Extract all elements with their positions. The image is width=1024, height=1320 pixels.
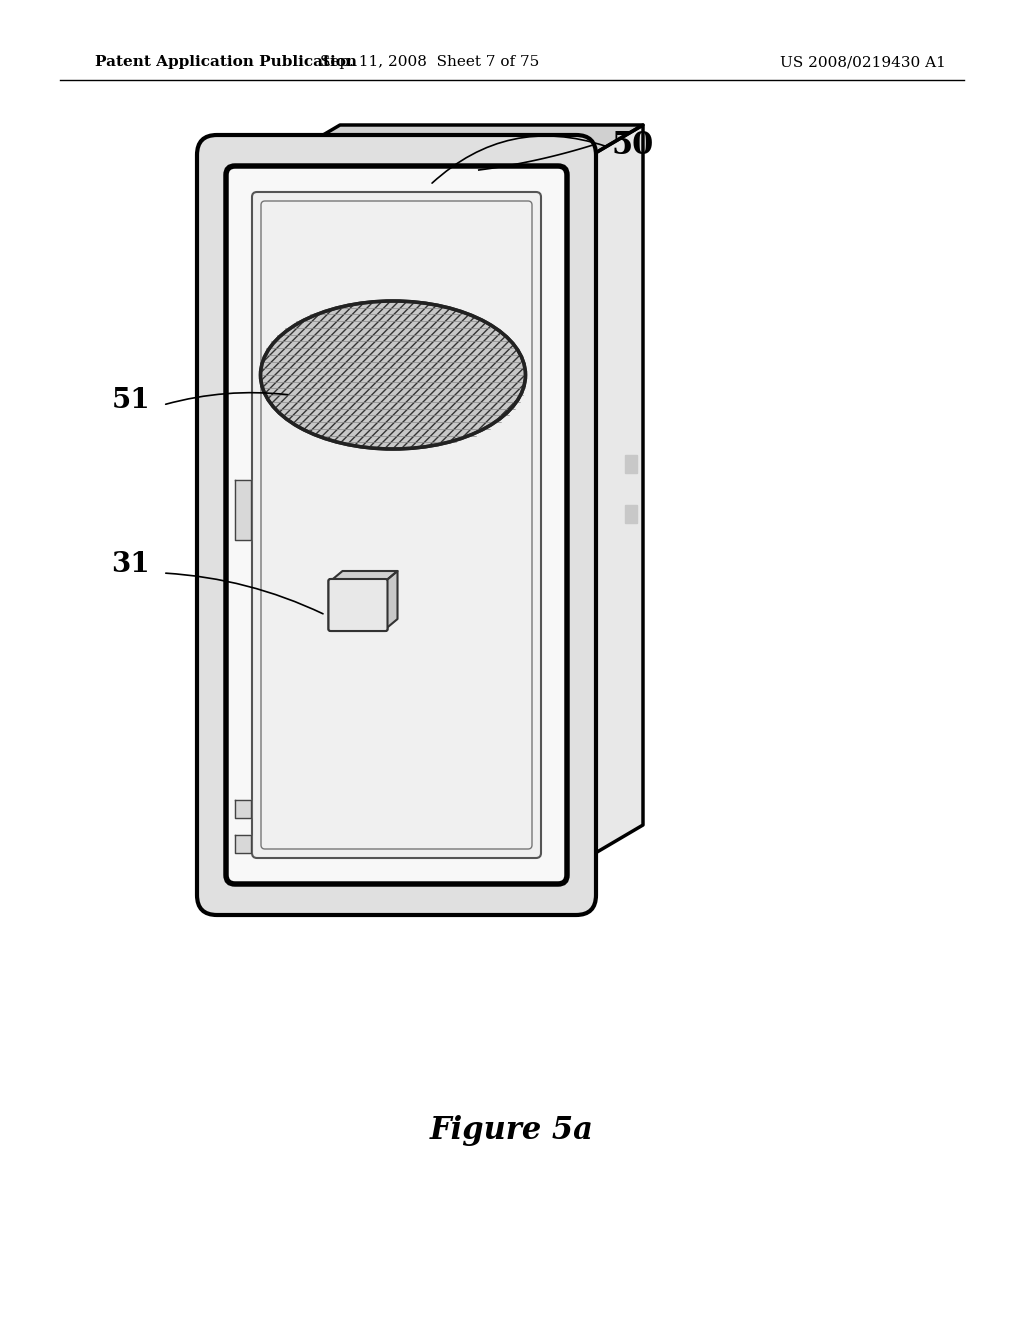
Polygon shape [625, 455, 637, 473]
FancyBboxPatch shape [329, 579, 387, 631]
Text: Figure 5a: Figure 5a [430, 1114, 594, 1146]
Polygon shape [385, 572, 397, 630]
Polygon shape [255, 125, 643, 176]
Text: 51: 51 [112, 387, 150, 413]
Polygon shape [331, 572, 397, 581]
Ellipse shape [260, 301, 525, 449]
Text: Patent Application Publication: Patent Application Publication [95, 55, 357, 69]
Polygon shape [558, 125, 643, 875]
Text: US 2008/0219430 A1: US 2008/0219430 A1 [780, 55, 946, 69]
Polygon shape [625, 506, 637, 523]
FancyBboxPatch shape [252, 191, 541, 858]
FancyBboxPatch shape [329, 579, 387, 631]
FancyBboxPatch shape [227, 168, 566, 883]
Text: 50: 50 [611, 129, 653, 161]
Polygon shape [234, 480, 251, 540]
FancyBboxPatch shape [225, 165, 568, 884]
Polygon shape [234, 836, 251, 853]
Text: Sep. 11, 2008  Sheet 7 of 75: Sep. 11, 2008 Sheet 7 of 75 [321, 55, 540, 69]
Polygon shape [234, 800, 251, 818]
FancyBboxPatch shape [197, 135, 596, 915]
Text: 31: 31 [112, 552, 150, 578]
